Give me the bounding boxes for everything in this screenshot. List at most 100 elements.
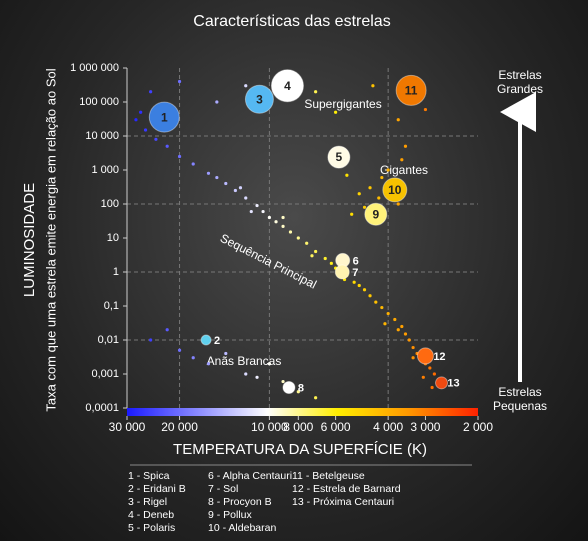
- legend-entry: 11 - Betelgeuse: [292, 470, 365, 482]
- star-dot: [371, 84, 375, 88]
- star-dot: [261, 209, 265, 214]
- star-dot: [421, 375, 425, 379]
- star-label: 11: [405, 84, 418, 98]
- y-tick-label: 10 000: [85, 130, 119, 142]
- star-label: 5: [336, 150, 343, 164]
- star-dot: [380, 175, 384, 180]
- star-dot: [206, 362, 211, 366]
- star-dot: [244, 372, 248, 376]
- y-axis-label: LUMINOSIDADE: [21, 183, 38, 297]
- star-dot: [191, 356, 195, 360]
- y-axis-sublabel: Taxa com que uma estrela emite energia e…: [43, 68, 58, 411]
- star-dot: [165, 144, 169, 148]
- star: [435, 376, 449, 390]
- star-dot: [396, 118, 400, 122]
- star-dot: [396, 328, 400, 332]
- star-dot: [255, 375, 259, 379]
- star-dot: [386, 168, 390, 172]
- star-label: 2: [214, 335, 220, 347]
- star-dot: [430, 385, 434, 390]
- star-dot: [334, 110, 338, 114]
- star-dot: [403, 332, 408, 336]
- y-tick-label: 0,1: [104, 300, 119, 312]
- star-dot: [357, 192, 361, 196]
- star-dot: [177, 79, 182, 84]
- x-tick-label: 6 000: [321, 420, 351, 434]
- star-dot: [149, 338, 153, 342]
- star-dot: [177, 154, 182, 159]
- star: [327, 145, 351, 169]
- star-dot: [206, 171, 211, 175]
- star-dot: [267, 362, 271, 366]
- star-dot: [165, 328, 169, 332]
- star-dot: [154, 137, 158, 141]
- star-dot: [310, 254, 314, 258]
- star-label: 8: [298, 382, 304, 394]
- legend-entry: 3 - Rigel: [128, 496, 167, 508]
- legend-entry: 6 - Alpha Centauri: [208, 470, 292, 482]
- star-dot: [244, 196, 248, 200]
- y-tick-label: 10: [107, 232, 119, 244]
- x-tick-label: 8 000: [283, 420, 313, 434]
- star-dot: [143, 128, 148, 132]
- legend-entry: 12 - Estrela de Barnard: [292, 483, 401, 495]
- star-dot: [215, 175, 219, 180]
- star-dot: [345, 173, 349, 177]
- star-dot: [233, 188, 237, 193]
- star-label: 4: [284, 79, 291, 93]
- star-dot: [288, 230, 293, 234]
- star-dot: [368, 294, 372, 298]
- star-dot: [386, 311, 390, 316]
- star: [148, 101, 180, 133]
- y-tick-label: 100 000: [79, 96, 119, 108]
- star-dot: [314, 396, 318, 400]
- y-tick-label: 100: [101, 198, 119, 210]
- arrow-label-top: Estrelas Grandes: [496, 68, 544, 96]
- arrow-label-bottom: Estrelas Pequenas: [492, 385, 548, 413]
- star: [364, 202, 388, 226]
- star-label: 13: [447, 378, 459, 390]
- star: [334, 264, 350, 280]
- star-dot: [314, 249, 318, 254]
- star-dot: [281, 224, 285, 228]
- region-label: Anãs Brancas: [207, 354, 282, 368]
- star-dot: [411, 356, 415, 360]
- star-dot: [400, 324, 404, 329]
- star-dot: [423, 107, 428, 112]
- star-dot: [352, 280, 356, 284]
- star: [244, 84, 274, 114]
- star-label: 1: [161, 110, 168, 124]
- star-dot: [374, 300, 378, 304]
- star-dot: [238, 186, 243, 190]
- star-label: 9: [372, 207, 379, 221]
- star-dot: [383, 322, 387, 326]
- star-dot: [249, 209, 253, 214]
- star: [416, 347, 434, 365]
- star-dot: [134, 118, 138, 122]
- x-tick-label: 3 000: [410, 420, 440, 434]
- star-dot: [139, 110, 143, 114]
- legend-entry: 8 - Procyon B: [208, 496, 272, 508]
- star-dot: [368, 186, 372, 190]
- star-dot: [255, 203, 259, 208]
- star-dot: [362, 288, 367, 292]
- y-tick-label: 0,0001: [85, 402, 119, 414]
- y-tick-label: 0,001: [91, 368, 119, 380]
- x-tick-label: 20 000: [161, 420, 198, 434]
- star-dot: [314, 90, 318, 94]
- star-label: 10: [388, 183, 402, 197]
- chart-title: Características das estrelas: [193, 13, 390, 30]
- region-label: Gigantes: [380, 163, 428, 177]
- star-dot: [281, 379, 285, 384]
- star-dot: [428, 366, 432, 370]
- star: [282, 381, 296, 395]
- star: [270, 69, 304, 103]
- star-dot: [281, 215, 285, 220]
- star-dot: [350, 212, 354, 216]
- star-dot: [296, 236, 300, 240]
- star-label: 12: [433, 351, 445, 363]
- x-axis-label: TEMPERATURA DA SUPERFÍCIE (K): [173, 441, 427, 458]
- legend-entry: 9 - Pollux: [208, 509, 253, 521]
- star-dot: [432, 372, 436, 376]
- region-label: Sequência Principal: [218, 231, 319, 292]
